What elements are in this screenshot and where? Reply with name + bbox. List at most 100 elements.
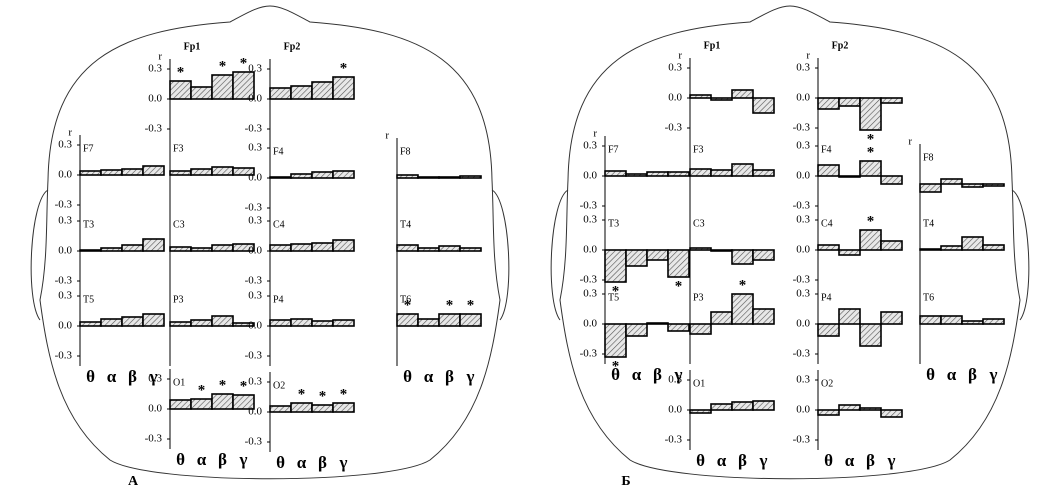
x-tick-label: β bbox=[318, 453, 327, 472]
significance-mark: * bbox=[340, 60, 348, 76]
chart-title: P3 bbox=[693, 292, 704, 303]
x-tick-label: θ bbox=[403, 367, 412, 386]
bar bbox=[211, 315, 234, 327]
y-tick-label: 0.0 bbox=[248, 245, 262, 257]
chart-title: C3 bbox=[173, 219, 185, 230]
significance-mark: * bbox=[198, 382, 206, 398]
bar bbox=[817, 323, 840, 337]
y-axis-label: r bbox=[593, 128, 597, 140]
bar bbox=[311, 81, 334, 100]
bar bbox=[731, 89, 754, 99]
bar bbox=[311, 171, 334, 179]
x-tick-label: β bbox=[218, 450, 227, 469]
chart-title: C4 bbox=[821, 218, 833, 229]
y-tick-label: -0.3 bbox=[580, 200, 598, 212]
bar bbox=[142, 165, 165, 176]
y-tick-label: 0.3 bbox=[58, 139, 72, 151]
y-tick-label: 0.3 bbox=[796, 62, 810, 74]
y-tick-label: 0.0 bbox=[58, 320, 72, 332]
chart-title: C3 bbox=[693, 218, 705, 229]
y-tick-label: -0.3 bbox=[145, 123, 163, 135]
chart-title: Fp1 bbox=[704, 40, 721, 51]
bar bbox=[752, 169, 775, 177]
bar bbox=[982, 318, 1005, 325]
x-tick-label: γ bbox=[239, 450, 248, 469]
y-tick-label: -0.3 bbox=[793, 200, 811, 212]
y-tick-label: 0.0 bbox=[58, 245, 72, 257]
x-tick-label: β bbox=[128, 367, 137, 386]
x-tick-label: γ bbox=[759, 451, 768, 470]
chart-title: Fp1 bbox=[184, 41, 201, 52]
bar bbox=[625, 249, 648, 267]
bar bbox=[982, 244, 1005, 251]
bar bbox=[838, 249, 861, 256]
significance-mark: * bbox=[298, 386, 306, 402]
chart-title: T3 bbox=[608, 218, 619, 229]
bar bbox=[880, 240, 903, 251]
bar bbox=[332, 76, 355, 100]
x-tick-label: θ bbox=[926, 365, 935, 384]
bar bbox=[859, 229, 882, 251]
y-tick-label: -0.3 bbox=[245, 202, 263, 214]
bar bbox=[604, 323, 627, 358]
chart-title: O2 bbox=[821, 378, 833, 389]
chart-title: Fp2 bbox=[284, 41, 301, 52]
bar bbox=[290, 402, 313, 413]
bar bbox=[290, 173, 313, 179]
x-tick-label: γ bbox=[466, 367, 475, 386]
y-tick-label: 0.3 bbox=[796, 374, 810, 386]
y-tick-label: 0.3 bbox=[796, 140, 810, 152]
y-tick-label: -0.3 bbox=[55, 350, 73, 362]
bar bbox=[710, 311, 733, 325]
bar bbox=[859, 160, 882, 177]
y-tick-label: 0.0 bbox=[796, 244, 810, 256]
bar bbox=[290, 85, 313, 100]
significance-mark: * bbox=[612, 358, 620, 374]
chart-title: F8 bbox=[400, 146, 411, 157]
x-tick-label: θ bbox=[176, 450, 185, 469]
y-tick-label: 0.0 bbox=[796, 404, 810, 416]
y-tick-label: 0.3 bbox=[58, 215, 72, 227]
chart-title: F4 bbox=[821, 144, 832, 155]
y-axis-label: r bbox=[385, 130, 389, 142]
significance-mark: * bbox=[739, 277, 747, 293]
bar bbox=[880, 311, 903, 325]
y-tick-label: -0.3 bbox=[145, 433, 163, 445]
bar bbox=[731, 249, 754, 265]
y-tick-label: 0.0 bbox=[796, 92, 810, 104]
bar bbox=[311, 404, 334, 413]
bar bbox=[752, 400, 775, 411]
bar bbox=[332, 170, 355, 179]
bar bbox=[190, 319, 213, 327]
significance-mark: * bbox=[319, 388, 327, 404]
bar bbox=[332, 239, 355, 252]
chart-title: F7 bbox=[608, 144, 619, 155]
bar bbox=[710, 403, 733, 411]
chart-title: P4 bbox=[821, 292, 832, 303]
bar bbox=[646, 171, 669, 177]
significance-mark: * bbox=[446, 297, 454, 313]
y-tick-label: -0.3 bbox=[793, 434, 811, 446]
y-tick-label: 0.3 bbox=[248, 63, 262, 75]
y-tick-label: -0.3 bbox=[793, 274, 811, 286]
y-tick-label: 0.0 bbox=[668, 92, 682, 104]
bar bbox=[169, 80, 192, 100]
significance-mark: * bbox=[240, 55, 248, 71]
bar bbox=[211, 74, 234, 100]
bar bbox=[79, 170, 102, 176]
bar bbox=[961, 236, 984, 251]
chart-title: C4 bbox=[273, 219, 285, 230]
bar bbox=[332, 402, 355, 413]
bar bbox=[290, 243, 313, 252]
y-tick-label: 0.3 bbox=[583, 140, 597, 152]
y-axis-label: r bbox=[678, 50, 682, 62]
bar bbox=[667, 323, 690, 332]
x-tick-label: α bbox=[632, 365, 642, 384]
bar bbox=[689, 323, 712, 335]
bar bbox=[880, 97, 903, 104]
significance-mark: * bbox=[612, 283, 620, 299]
chart-title: O1 bbox=[173, 377, 185, 388]
y-tick-label: 0.0 bbox=[248, 406, 262, 418]
bar bbox=[269, 405, 292, 413]
y-tick-label: -0.3 bbox=[580, 274, 598, 286]
